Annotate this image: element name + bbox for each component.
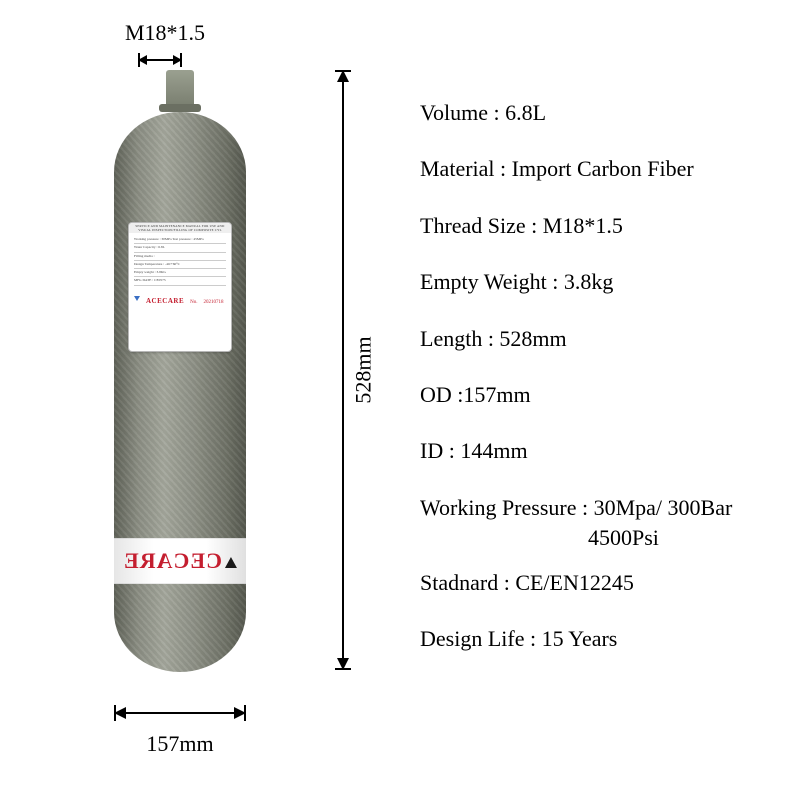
- label-row: Water Capacity : 6.8L: [134, 244, 226, 252]
- label-no-value: 20210718: [204, 300, 224, 305]
- spec-row: Working Pressure : 30Mpa/ 300Bar: [420, 495, 770, 521]
- cylinder-neck-ring: [159, 104, 201, 112]
- brand-logo-icon: [225, 557, 237, 568]
- spec-row: Volume : 6.8L: [420, 100, 770, 126]
- spec-row: Stadnard : CE/EN12245: [420, 570, 770, 596]
- label-row: Design Temperature : -40/+60°C: [134, 261, 226, 269]
- product-diagram: M18*1.5 SERVICE AND MAINTENANCE MANUAL F…: [0, 0, 800, 800]
- width-dimension: 157mm: [114, 705, 246, 735]
- cylinder-body: [114, 112, 246, 672]
- cylinder-brand-band: CECARE: [114, 538, 246, 584]
- specifications-list: Volume : 6.8L Material : Import Carbon Fi…: [420, 100, 770, 682]
- label-header: SERVICE AND MAINTENANCE MANUAL FOR USE A…: [129, 223, 231, 233]
- thread-dimension-arrow: [138, 52, 182, 68]
- cylinder-illustration: SERVICE AND MAINTENANCE MANUAL FOR USE A…: [80, 70, 280, 670]
- spec-row: Thread Size : M18*1.5: [420, 213, 770, 239]
- label-marker-icon: [134, 296, 140, 301]
- spec-row: Design Life : 15 Years: [420, 626, 770, 652]
- label-no-prefix: No.: [190, 300, 197, 305]
- spec-row: Length : 528mm: [420, 326, 770, 352]
- label-row: Empty weight : 3.8KG: [134, 269, 226, 277]
- label-row: Working pressure : 30MPa Test pressure :…: [134, 236, 226, 244]
- spec-row-sub: 4500Psi: [588, 525, 770, 551]
- label-row: Filling media :: [134, 253, 226, 261]
- width-dimension-label: 157mm: [146, 731, 213, 757]
- brand-text: CECARE: [123, 548, 222, 573]
- spec-row: OD :157mm: [420, 382, 770, 408]
- height-dimension-label: 528mm: [351, 336, 377, 403]
- spec-row: Empty Weight : 3.8kg: [420, 269, 770, 295]
- spec-row: Material : Import Carbon Fiber: [420, 156, 770, 182]
- thread-size-label: M18*1.5: [125, 20, 205, 46]
- cylinder-neck: [166, 70, 194, 106]
- cylinder-spec-label: SERVICE AND MAINTENANCE MANUAL FOR USE A…: [128, 222, 232, 352]
- label-row: MFG DATE : CE0575: [134, 277, 226, 285]
- spec-row: ID : 144mm: [420, 438, 770, 464]
- label-brand: ACECARE: [146, 297, 184, 305]
